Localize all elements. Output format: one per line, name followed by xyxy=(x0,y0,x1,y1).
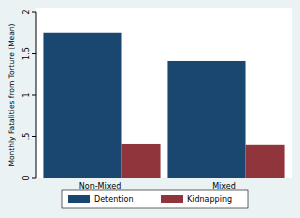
bars xyxy=(43,33,284,178)
bar xyxy=(43,33,121,178)
legend-label: Detention xyxy=(94,195,134,204)
y-tick xyxy=(32,53,36,54)
y-tick-label: 1 xyxy=(22,92,31,97)
legend-label: Kidnapping xyxy=(187,195,232,204)
plot-area xyxy=(36,8,292,178)
bar xyxy=(122,144,161,178)
y-tick xyxy=(32,178,36,179)
y-tick-label: 0 xyxy=(22,175,31,180)
y-tick xyxy=(32,136,36,137)
y-tick-label: .5 xyxy=(22,133,31,141)
category-label: Mixed xyxy=(212,182,236,191)
bar xyxy=(246,145,285,178)
y-tick xyxy=(32,12,36,13)
bar xyxy=(167,61,245,178)
y-axis-title: Monthly Fatalities from Torture (Mean) xyxy=(7,23,16,166)
background xyxy=(0,0,300,218)
legend-box xyxy=(62,190,248,208)
category-label: Non-Mixed xyxy=(79,182,121,191)
legend-swatch xyxy=(68,195,90,203)
legend-swatch xyxy=(161,195,183,203)
y-tick xyxy=(32,95,36,96)
y-tick-label: 2 xyxy=(22,9,31,14)
y-tick-label: 1.5 xyxy=(22,47,31,60)
chart: 0 .5 1 1.5 2 Monthly Fatalities from Torture … xyxy=(0,0,300,218)
